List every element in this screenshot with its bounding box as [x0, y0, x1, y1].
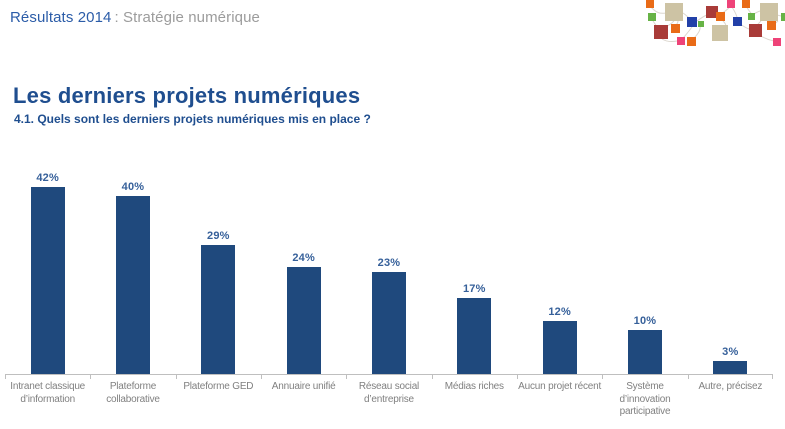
- x-axis: [5, 374, 773, 380]
- x-axis-label: Système d’innovation participative: [619, 381, 671, 417]
- bar: [286, 267, 321, 374]
- decoration-square: [646, 0, 654, 8]
- x-axis-tick: [346, 375, 348, 379]
- x-axis-tick: [602, 375, 604, 379]
- bar-column: 10%: [602, 314, 687, 374]
- bar-value-label: 40%: [121, 181, 145, 193]
- decoration-square: [712, 25, 728, 41]
- decoration-square: [677, 37, 685, 45]
- decoration-square: [767, 21, 776, 30]
- bar-chart: 42% 40% 29% 24% 23% 17% 12% 10% 3% Intranet clas…: [5, 163, 773, 419]
- x-axis-label: Réseau social d’entreprise: [358, 381, 420, 405]
- decoration-square: [671, 24, 680, 33]
- bar-value-label: 23%: [377, 256, 401, 269]
- decoration-square: [648, 13, 656, 21]
- bar: [201, 244, 236, 374]
- x-axis-tick: [5, 375, 6, 379]
- decoration-square: [665, 3, 683, 21]
- decoration-square: [716, 12, 725, 21]
- bar-value-label: 3%: [722, 345, 739, 358]
- bar: [30, 187, 65, 374]
- bar-value-label: 24%: [292, 252, 315, 265]
- network-squares-decoration: [628, 0, 785, 56]
- decoration-square: [706, 6, 718, 18]
- bar-column: 24%: [261, 252, 346, 374]
- x-axis-tick: [687, 375, 689, 379]
- breadcrumb: Résultats 2014: Stratégie numérique: [10, 9, 260, 26]
- decoration-square: [687, 17, 697, 27]
- bar: [627, 329, 662, 374]
- bar-column: 40%: [90, 181, 175, 374]
- bar-column: 3%: [688, 346, 773, 374]
- decoration-square: [781, 13, 785, 21]
- decoration-square: [698, 21, 704, 27]
- x-axis-tick: [260, 375, 262, 379]
- header-topic-label: : Stratégie numérique: [114, 9, 260, 26]
- bar-value-label: 29%: [207, 229, 230, 242]
- bar: [115, 196, 150, 374]
- x-axis-label: Plateforme GED: [183, 381, 254, 392]
- x-axis-label: Aucun projet récent: [518, 381, 602, 392]
- x-axis-tick: [90, 375, 92, 379]
- x-axis-tick: [431, 375, 433, 379]
- bar-column: 42%: [5, 172, 90, 374]
- bar-value-label: 10%: [633, 314, 657, 327]
- x-axis-label: Médias riches: [444, 381, 504, 392]
- bar-value-label: 42%: [36, 172, 59, 185]
- x-axis-labels: Intranet classique d’information Platefor…: [5, 381, 773, 419]
- bar-column: 23%: [346, 257, 431, 374]
- decoration-square: [742, 0, 750, 8]
- page-title: Les derniers projets numériques: [13, 83, 361, 108]
- x-axis-label: Plateforme collaborative: [106, 381, 160, 405]
- decoration-square: [748, 13, 755, 20]
- header-results-label: Résultats 2014: [10, 9, 112, 26]
- decoration-square: [749, 24, 762, 37]
- bar: [371, 271, 406, 374]
- decoration-square: [773, 38, 781, 46]
- bar-column: 29%: [176, 230, 261, 374]
- bar-value-label: 17%: [462, 283, 486, 296]
- x-axis-label: Autre, précisez: [698, 381, 763, 392]
- x-axis-tick: [771, 375, 773, 379]
- bar: [713, 360, 748, 374]
- x-axis-label: Intranet classique d’information: [10, 381, 86, 405]
- plot-area: 42% 40% 29% 24% 23% 17% 12% 10% 3%: [5, 163, 773, 374]
- decoration-square: [733, 17, 742, 26]
- bar-column: 17%: [432, 283, 517, 374]
- question-subtitle: 4.1. Quels sont les derniers projets num…: [14, 112, 371, 126]
- decoration-square: [727, 0, 735, 8]
- decoration-square: [760, 3, 778, 21]
- x-axis-tick: [516, 375, 518, 379]
- bar: [542, 320, 577, 374]
- bar: [457, 298, 492, 374]
- decoration-square: [654, 25, 668, 39]
- x-axis-tick: [175, 375, 177, 379]
- x-axis-label: Annuaire unifié: [271, 381, 336, 392]
- decoration-square: [687, 37, 696, 46]
- bar-value-label: 12%: [548, 305, 571, 318]
- bar-column: 12%: [517, 306, 602, 374]
